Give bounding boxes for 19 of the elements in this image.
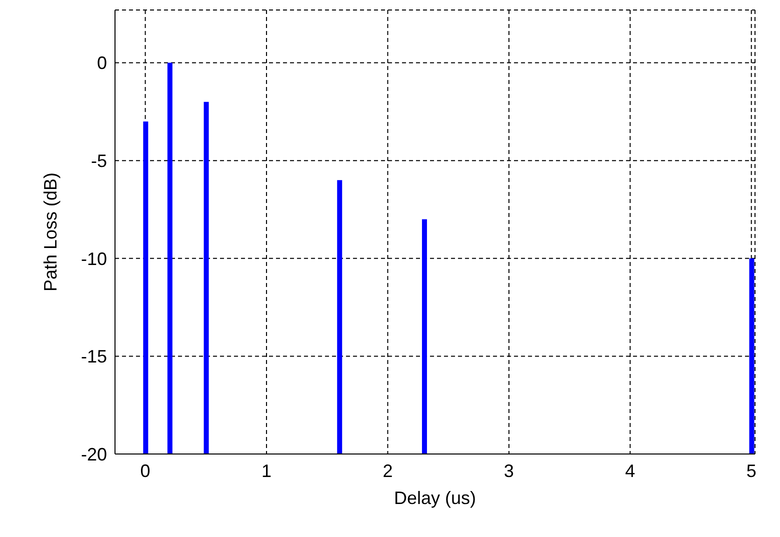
x-axis-title: Delay (us) bbox=[394, 488, 476, 508]
y-tick-label: -20 bbox=[80, 444, 107, 464]
y-tick-label: -15 bbox=[80, 346, 107, 367]
x-tick-label: 2 bbox=[382, 460, 393, 481]
bar bbox=[337, 180, 342, 454]
x-tick-label: 1 bbox=[262, 460, 272, 481]
bar bbox=[749, 258, 754, 454]
y-tick-label: -5 bbox=[90, 151, 107, 171]
x-tick-label: 5 bbox=[746, 460, 756, 481]
x-tick-label: 0 bbox=[140, 460, 150, 481]
y-tick-label: 0 bbox=[96, 53, 107, 74]
bar bbox=[422, 219, 427, 454]
x-tick-label: 4 bbox=[625, 460, 636, 481]
bar bbox=[204, 102, 209, 454]
y-axis-title: Path Loss (dB) bbox=[40, 172, 60, 292]
bar bbox=[167, 62, 172, 454]
y-tick-label: -10 bbox=[80, 248, 107, 269]
bar bbox=[143, 121, 148, 454]
x-tick-label: 3 bbox=[504, 460, 514, 481]
